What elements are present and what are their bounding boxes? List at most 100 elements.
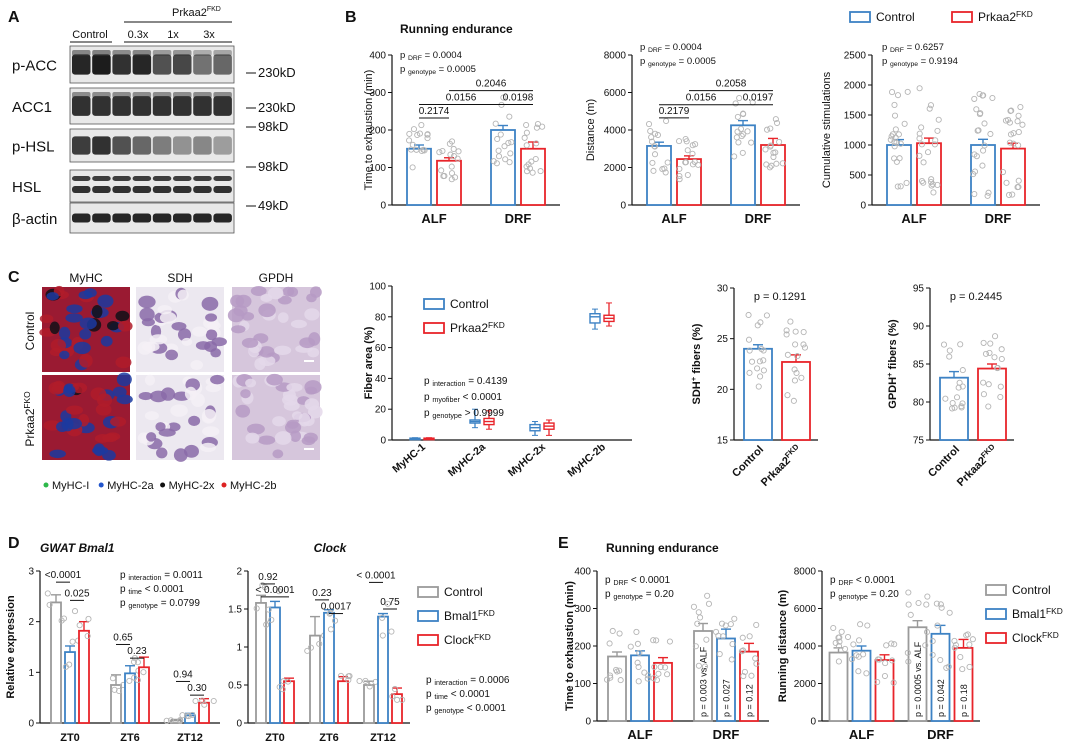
data-point (746, 369, 753, 376)
data-point (452, 174, 459, 181)
stat-p: p (426, 675, 434, 686)
sig-label: 0.2179 (659, 106, 690, 117)
blot-band (213, 213, 232, 223)
legend-label: Prkaa2FKD (450, 320, 505, 335)
data-point (980, 391, 987, 398)
x-category-label: ALF (421, 211, 446, 226)
data-point (857, 621, 864, 628)
fiber-cell (149, 334, 168, 345)
legend-label: Bmal1FKD (1012, 606, 1063, 621)
y-tick-label: 85 (913, 360, 925, 371)
stat-term: genotype (613, 592, 643, 601)
data-point (994, 365, 1001, 372)
bar-p-label: p = 0.027 (722, 679, 732, 717)
data-point (800, 341, 807, 348)
legend-label: Prkaa2FKD (978, 9, 1033, 24)
data-point (664, 671, 671, 678)
data-point (894, 183, 901, 190)
data-point (307, 644, 314, 651)
data-point (989, 94, 996, 102)
data-point (635, 663, 642, 671)
y-tick-label: 0 (380, 436, 386, 447)
stat-text: p genotype = 0.0799 (120, 598, 200, 610)
data-point (933, 600, 940, 607)
data-point (60, 615, 68, 622)
y-axis-label: Distance (m) (585, 99, 597, 161)
data-point (409, 164, 416, 171)
data-point (981, 142, 988, 149)
label-main: Prkaa2 (978, 10, 1016, 24)
fiber-cell (79, 353, 93, 368)
stat-text: p DRF = 0.0004 (400, 50, 462, 62)
data-point (663, 117, 670, 125)
data-point (616, 667, 623, 674)
fiber-cell (146, 432, 157, 442)
fiber-cell (286, 382, 303, 392)
data-point (697, 614, 704, 621)
data-point (740, 131, 747, 138)
legend-swatch (417, 586, 439, 598)
bar-p-label: p = 0.18 (959, 684, 969, 717)
stain-legend: MyHC-I MyHC-2a MyHC-2x MyHC-2b (43, 480, 276, 492)
data-point (731, 615, 738, 622)
legend-swatch (985, 608, 1007, 620)
y-tick-label: 1000 (844, 141, 867, 152)
sig-label: 0.30 (187, 683, 207, 694)
data-point (895, 131, 902, 138)
stat-term: time (128, 587, 142, 596)
blot-band (152, 96, 172, 116)
bar-Control (406, 147, 432, 206)
stat-text: p genotype = 0.20 (830, 589, 899, 601)
stat-value: = 0.9194 (918, 56, 958, 67)
data-point (957, 654, 964, 661)
data-point (760, 367, 767, 374)
data-point (199, 697, 206, 704)
y-tick-label: 80 (375, 312, 387, 323)
data-point (889, 657, 896, 664)
y-tick-label: 400 (574, 567, 591, 578)
stat-value: < 0.0001 (142, 584, 184, 595)
fiber-cell (282, 286, 295, 297)
data-point (800, 329, 807, 336)
data-point (379, 614, 386, 621)
fiber-cell (277, 312, 289, 323)
panel-b-legend: Control Prkaa2FKD (849, 9, 1033, 24)
sig-label: 0.92 (258, 572, 278, 583)
data-point (935, 116, 942, 123)
data-point (744, 128, 751, 135)
data-point (732, 100, 739, 107)
data-point (891, 112, 899, 119)
data-point (838, 628, 845, 635)
data-point (731, 153, 738, 160)
blot-band (112, 50, 131, 56)
data-point (918, 141, 925, 148)
blot-band (193, 186, 212, 193)
fiber-cell (192, 326, 207, 337)
data-point (763, 312, 770, 319)
fiber-cell (65, 417, 82, 430)
data-point (956, 379, 963, 386)
data-point (533, 124, 540, 131)
x-category-label: DRF (505, 211, 532, 226)
x-category-label: MyHC-2x (506, 441, 548, 479)
data-point (736, 94, 743, 102)
data-point (937, 656, 944, 664)
data-point (920, 179, 927, 186)
x-category-label: ZT0 (265, 732, 285, 744)
blot-band (152, 136, 172, 155)
data-point (946, 353, 953, 360)
y-tick-label: 2000 (844, 81, 867, 92)
data-point (500, 94, 507, 101)
fiber-cell (51, 385, 67, 394)
data-point (450, 145, 457, 153)
data-point (406, 137, 413, 144)
data-point (753, 660, 760, 667)
label-main: Control (876, 10, 915, 24)
blot-lane-label: 3x (203, 29, 215, 41)
data-point (653, 637, 660, 644)
data-point (345, 673, 352, 680)
legend-label: Bmal1FKD (444, 608, 495, 623)
